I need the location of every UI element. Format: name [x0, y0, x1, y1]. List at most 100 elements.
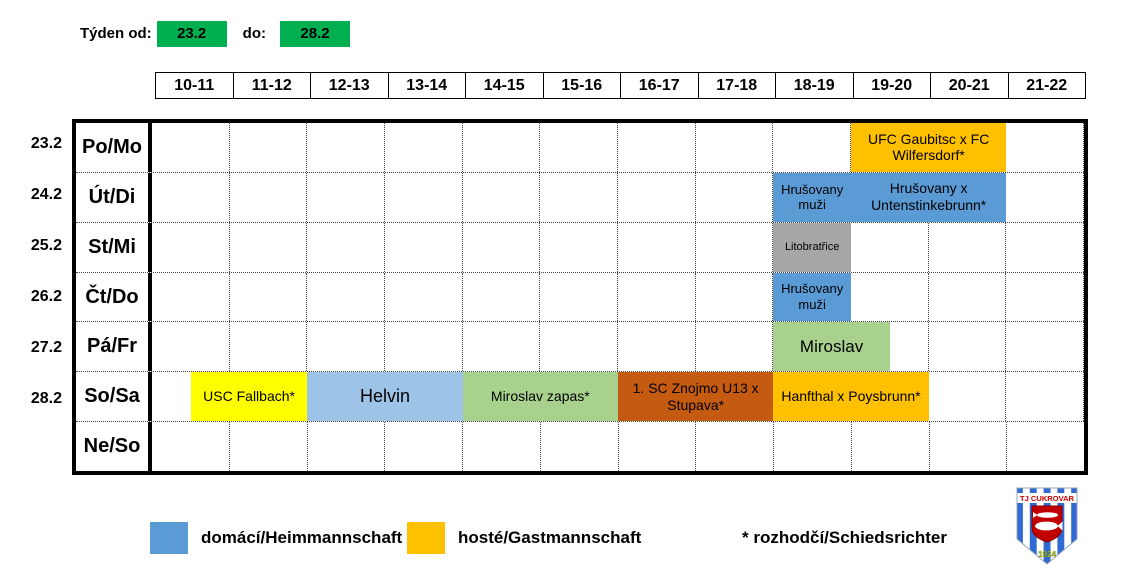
grid-cell[interactable] [696, 123, 774, 172]
date-label: 28.2 [30, 389, 62, 407]
grid-cell[interactable] [929, 372, 1007, 422]
grid-cell[interactable] [307, 123, 386, 172]
crest-fish [1033, 512, 1063, 531]
grid-cell[interactable] [1006, 172, 1085, 222]
grid-cell[interactable] [929, 272, 1007, 322]
grid-cell[interactable] [541, 422, 619, 472]
week-selector: Týden od: 23.2 do: 28.2 [80, 20, 350, 47]
event-block[interactable]: Hrušovany muži [773, 172, 851, 222]
grid-cell[interactable] [308, 422, 386, 472]
event-block[interactable]: UFC Gaubitsc x FC Wilfersdorf* [851, 123, 1007, 172]
grid-cell[interactable] [463, 422, 541, 472]
grid-cell[interactable] [463, 322, 541, 372]
grid-cell[interactable] [618, 322, 696, 372]
time-col-header: 19-20 [853, 72, 931, 99]
grid-cell[interactable] [463, 123, 541, 172]
grid-cell[interactable] [385, 272, 463, 322]
grid-cell[interactable] [385, 123, 463, 172]
day-slots: Hrušovany muži [152, 272, 1085, 322]
day-slots: UFC Gaubitsc x FC Wilfersdorf* [152, 123, 1085, 172]
event-block[interactable]: Hrušovany muži [773, 272, 851, 322]
grid-cell[interactable] [385, 222, 463, 272]
grid-cell[interactable] [152, 322, 230, 372]
event-block[interactable]: Helvin [307, 372, 463, 422]
grid-cell[interactable] [230, 272, 308, 322]
grid-cell[interactable] [696, 272, 774, 322]
event-block[interactable]: Litobratřice [773, 222, 851, 272]
time-header: 10-11 11-12 12-13 13-14 14-15 15-16 16-17 17-18… [155, 72, 1086, 99]
grid-cell[interactable] [152, 222, 230, 272]
event-block[interactable]: 1. SC Znojmo U13 x Stupava* [618, 372, 774, 422]
grid-cell[interactable] [307, 222, 386, 272]
time-col-header: 13-14 [388, 72, 466, 99]
grid-cell[interactable] [152, 172, 230, 222]
grid-cell[interactable] [696, 322, 774, 372]
guest-color-swatch [407, 522, 445, 554]
grid-cell[interactable] [696, 422, 774, 472]
time-col-header: 20-21 [931, 72, 1009, 99]
grid-cell[interactable] [152, 422, 230, 472]
grid-cell[interactable] [230, 123, 308, 172]
legend-referee-label: * rozhodčí/Schiedsrichter [742, 528, 947, 547]
grid-cell[interactable] [230, 172, 308, 222]
event-block[interactable]: Hrušovany x Untenstinkebrunn* [851, 172, 1007, 222]
grid-cell[interactable] [851, 322, 929, 372]
day-row: Čt/Do Hrušovany muži [76, 272, 1085, 323]
grid-cell[interactable] [230, 422, 308, 472]
grid-cell[interactable] [307, 172, 386, 222]
grid-cell[interactable] [307, 322, 386, 372]
grid-cell[interactable] [619, 422, 697, 472]
grid-cell[interactable] [773, 123, 852, 172]
grid-cell[interactable] [929, 322, 1007, 372]
grid-cell[interactable] [540, 322, 619, 372]
grid-cell[interactable] [1006, 222, 1085, 272]
grid-cell[interactable] [463, 222, 541, 272]
grid-cell[interactable] [696, 222, 774, 272]
week-from-value-cell[interactable]: 23.2 [156, 20, 227, 47]
crest-outline [1016, 487, 1078, 565]
week-to-value-cell[interactable]: 28.2 [280, 20, 350, 47]
event-block[interactable]: USC Fallbach* [190, 372, 308, 422]
event-block[interactable]: Hanfthal x Poysbrunn* [773, 372, 929, 422]
grid-cell[interactable] [463, 272, 541, 322]
grid-cell[interactable] [540, 272, 619, 322]
day-row: So/Sa USC Fallbach* Helvin Miroslav zapas* 1… [76, 372, 1085, 423]
grid-cell[interactable] [385, 322, 463, 372]
grid-cell[interactable] [929, 222, 1007, 272]
grid-cell[interactable] [618, 172, 696, 222]
grid-cell[interactable] [851, 222, 929, 272]
grid-cell[interactable] [540, 222, 619, 272]
grid-cell[interactable] [152, 123, 230, 172]
event-block[interactable]: Miroslav [773, 322, 890, 372]
grid-cell[interactable] [385, 172, 463, 222]
grid-cell[interactable] [618, 123, 696, 172]
day-slots: Litobratřice [152, 222, 1085, 272]
grid-cell[interactable] [774, 422, 852, 472]
day-label: Út/Di [76, 172, 152, 222]
grid-cell[interactable] [852, 422, 930, 472]
date-label: 27.2 [30, 338, 62, 356]
grid-cell[interactable] [618, 272, 696, 322]
grid-cell[interactable] [696, 172, 774, 222]
grid-cell[interactable] [930, 422, 1008, 472]
grid-cell[interactable] [1006, 123, 1085, 172]
time-col-header: 11-12 [233, 72, 311, 99]
grid-cell[interactable] [1006, 272, 1085, 322]
grid-cell[interactable] [307, 272, 386, 322]
grid-cell[interactable] [385, 422, 463, 472]
grid-cell[interactable] [463, 172, 541, 222]
grid-cell[interactable] [1006, 372, 1085, 422]
grid-cell[interactable] [540, 172, 619, 222]
event-block[interactable]: Miroslav zapas* [462, 372, 618, 422]
week-from-label: Týden od: [80, 25, 152, 42]
grid-cell[interactable] [230, 322, 308, 372]
grid-cell[interactable] [230, 222, 308, 272]
grid-cell[interactable] [1006, 322, 1085, 372]
time-col-header: 18-19 [776, 72, 854, 99]
grid-cell[interactable] [1007, 422, 1084, 471]
grid-cell[interactable] [540, 123, 619, 172]
grid-cell[interactable] [152, 272, 230, 322]
grid-cell[interactable] [851, 272, 929, 322]
day-label: Pá/Fr [76, 322, 152, 372]
grid-cell[interactable] [618, 222, 696, 272]
